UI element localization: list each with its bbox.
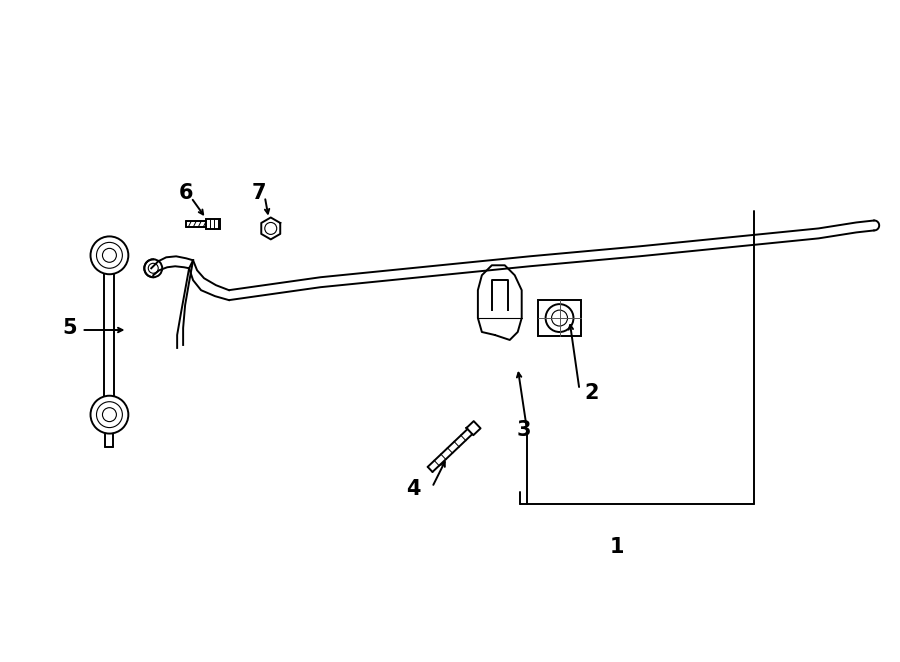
Bar <box>537 300 581 336</box>
Text: 1: 1 <box>610 537 625 557</box>
Bar <box>206 220 220 230</box>
Text: 2: 2 <box>584 383 598 402</box>
Text: 6: 6 <box>179 183 194 203</box>
Text: 3: 3 <box>517 420 531 440</box>
Text: 7: 7 <box>252 183 266 203</box>
Text: 4: 4 <box>406 479 420 499</box>
Text: 5: 5 <box>62 318 77 338</box>
